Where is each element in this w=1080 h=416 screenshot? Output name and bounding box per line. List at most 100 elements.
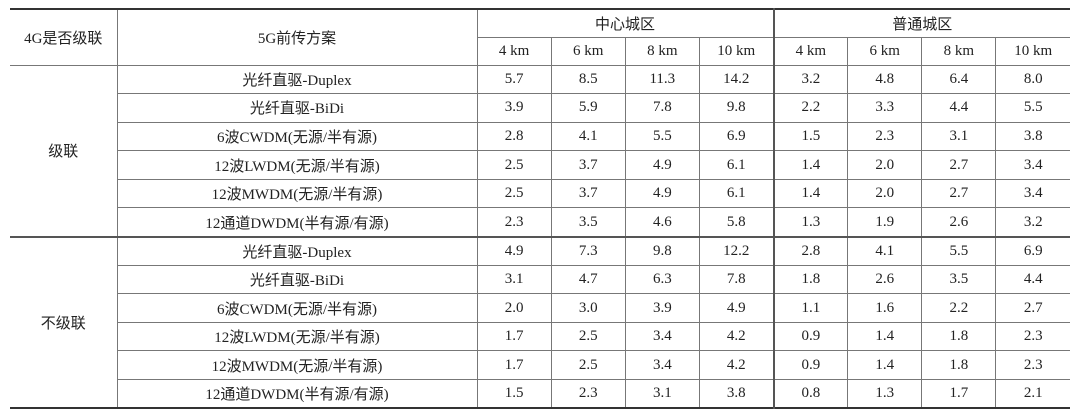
value-cell: 6.9 xyxy=(995,235,1070,266)
value-cell: 7.8 xyxy=(624,93,700,123)
value-cell: 1.4 xyxy=(772,150,849,180)
header-cell: 普通城区 xyxy=(773,8,1070,38)
value-cell: 4.4 xyxy=(995,264,1070,295)
table-row: 12波LWDM(无源/半有源) 2.5 3.7 4.9 6.1 1.4 2.0 2.7 3.4 xyxy=(10,150,1070,180)
value-cell: 2.3 xyxy=(995,321,1070,352)
value-cell: 3.3 xyxy=(847,93,923,123)
header-cell: 6 km xyxy=(550,36,626,66)
value-cell: 2.6 xyxy=(921,207,997,238)
value-cell: 3.7 xyxy=(550,178,626,209)
value-cell: 1.3 xyxy=(772,207,849,238)
value-cell: 4.4 xyxy=(921,93,997,123)
value-cell: 3.4 xyxy=(624,350,700,381)
header-cell: 中心城区 xyxy=(476,8,775,38)
value-cell: 6.1 xyxy=(698,150,775,180)
table-row: 12波LWDM(无源/半有源) 1.7 2.5 3.4 4.2 0.9 1.4 1.8 2.3 xyxy=(10,321,1070,352)
value-cell: 3.5 xyxy=(550,207,626,238)
header-cell: 8 km xyxy=(921,36,997,66)
value-cell: 2.7 xyxy=(921,178,997,209)
table-row: 12波MWDM(无源/半有源) 2.5 3.7 4.9 6.1 1.4 2.0 2.7 3.4 xyxy=(10,178,1070,209)
scheme-cell: 光纤直驱-Duplex xyxy=(116,64,478,95)
value-cell: 3.7 xyxy=(550,150,626,180)
value-cell: 6.1 xyxy=(698,178,775,209)
value-cell: 6.3 xyxy=(624,264,700,295)
value-cell: 1.4 xyxy=(847,350,923,381)
value-cell: 2.2 xyxy=(921,293,997,323)
scheme-cell: 6波CWDM(无源/半有源) xyxy=(117,293,478,323)
value-cell: 3.2 xyxy=(995,207,1070,238)
value-cell: 11.3 xyxy=(624,64,700,95)
value-cell: 2.3 xyxy=(476,207,552,238)
value-cell: 2.7 xyxy=(921,150,997,180)
value-cell: 5.7 xyxy=(476,64,552,95)
value-cell: 3.1 xyxy=(921,121,997,152)
value-cell: 1.7 xyxy=(476,321,552,352)
value-cell: 4.9 xyxy=(476,235,552,266)
header-row: 4 km 6 km 8 km 10 km 4 km 6 km 8 km 10 km xyxy=(10,36,1070,66)
scheme-cell: 光纤直驱-BiDi xyxy=(117,264,478,295)
group-label: 不级联 xyxy=(10,235,118,409)
header-cell: 4 km xyxy=(477,36,552,66)
value-cell: 3.4 xyxy=(995,150,1070,180)
value-cell: 0.9 xyxy=(772,350,849,381)
value-cell: 4.2 xyxy=(698,321,775,352)
value-cell: 2.6 xyxy=(847,264,923,295)
table-row: 12通道DWDM(半有源/有源) 1.5 2.3 3.1 3.8 0.8 1.3 1.7 2.1 xyxy=(10,379,1070,409)
value-cell: 2.5 xyxy=(476,150,552,180)
header-cell: 10 km xyxy=(995,36,1070,66)
value-cell: 14.2 xyxy=(698,64,775,95)
value-cell: 7.8 xyxy=(698,264,775,295)
header-cell: 8 km xyxy=(624,36,700,66)
table-row: 不级联 光纤直驱-Duplex 4.9 7.3 9.8 12.2 2.8 4.1 5.5 6.9 xyxy=(10,235,1070,409)
scheme-cell: 12通道DWDM(半有源/有源) xyxy=(117,207,478,238)
value-cell: 3.9 xyxy=(476,93,552,123)
scheme-cell: 12波LWDM(无源/半有源) xyxy=(117,150,478,180)
value-cell: 5.8 xyxy=(698,207,775,238)
value-cell: 4.9 xyxy=(698,293,775,323)
header-cell: 5G前传方案 xyxy=(116,8,478,66)
value-cell: 1.8 xyxy=(921,350,997,381)
header-cell: 4G是否级联 xyxy=(10,8,118,66)
value-cell: 0.9 xyxy=(772,321,849,352)
table-row: 6波CWDM(无源/半有源) 2.8 4.1 5.5 6.9 1.5 2.3 3.1 3.8 xyxy=(10,121,1070,152)
value-cell: 4.1 xyxy=(847,235,923,266)
table-row: 级联 光纤直驱-Duplex 5.7 8.5 11.3 14.2 3.2 4.8 6.4 8.0 xyxy=(10,64,1070,238)
value-cell: 2.3 xyxy=(995,350,1070,381)
value-cell: 3.0 xyxy=(550,293,626,323)
value-cell: 2.0 xyxy=(476,293,552,323)
value-cell: 0.8 xyxy=(772,379,849,409)
value-cell: 1.8 xyxy=(772,264,849,295)
value-cell: 4.9 xyxy=(624,150,700,180)
scheme-cell: 12波LWDM(无源/半有源) xyxy=(117,321,478,352)
data-table: 4G是否级联 5G前传方案 中心城区 普通城区 4 km 6 km 8 km 10 k… xyxy=(10,8,1070,410)
value-cell: 5.5 xyxy=(921,235,997,266)
value-cell: 1.8 xyxy=(921,321,997,352)
value-cell: 2.3 xyxy=(550,379,626,409)
value-cell: 12.2 xyxy=(698,235,775,266)
table-row: 12波MWDM(无源/半有源) 1.7 2.5 3.4 4.2 0.9 1.4 1.8 2.3 xyxy=(10,350,1070,381)
value-cell: 4.6 xyxy=(624,207,700,238)
value-cell: 4.8 xyxy=(847,64,923,95)
value-cell: 2.0 xyxy=(847,150,923,180)
header-row: 4G是否级联 5G前传方案 中心城区 普通城区 xyxy=(10,8,1070,66)
value-cell: 2.5 xyxy=(550,350,626,381)
scheme-cell: 光纤直驱-BiDi xyxy=(117,93,478,123)
value-cell: 2.0 xyxy=(847,178,923,209)
value-cell: 6.4 xyxy=(921,64,997,95)
value-cell: 3.1 xyxy=(624,379,700,409)
value-cell: 4.9 xyxy=(624,178,700,209)
value-cell: 1.9 xyxy=(847,207,923,238)
value-cell: 2.3 xyxy=(847,121,923,152)
value-cell: 3.4 xyxy=(624,321,700,352)
value-cell: 9.8 xyxy=(698,93,775,123)
value-cell: 9.8 xyxy=(624,235,700,266)
value-cell: 4.7 xyxy=(550,264,626,295)
value-cell: 2.2 xyxy=(772,93,849,123)
value-cell: 3.9 xyxy=(624,293,700,323)
value-cell: 3.8 xyxy=(698,379,775,409)
value-cell: 6.9 xyxy=(698,121,775,152)
value-cell: 1.1 xyxy=(772,293,849,323)
scheme-cell: 光纤直驱-Duplex xyxy=(116,235,478,266)
value-cell: 5.9 xyxy=(550,93,626,123)
table-row: 12通道DWDM(半有源/有源) 2.3 3.5 4.6 5.8 1.3 1.9 2.6 3.2 xyxy=(10,207,1070,238)
